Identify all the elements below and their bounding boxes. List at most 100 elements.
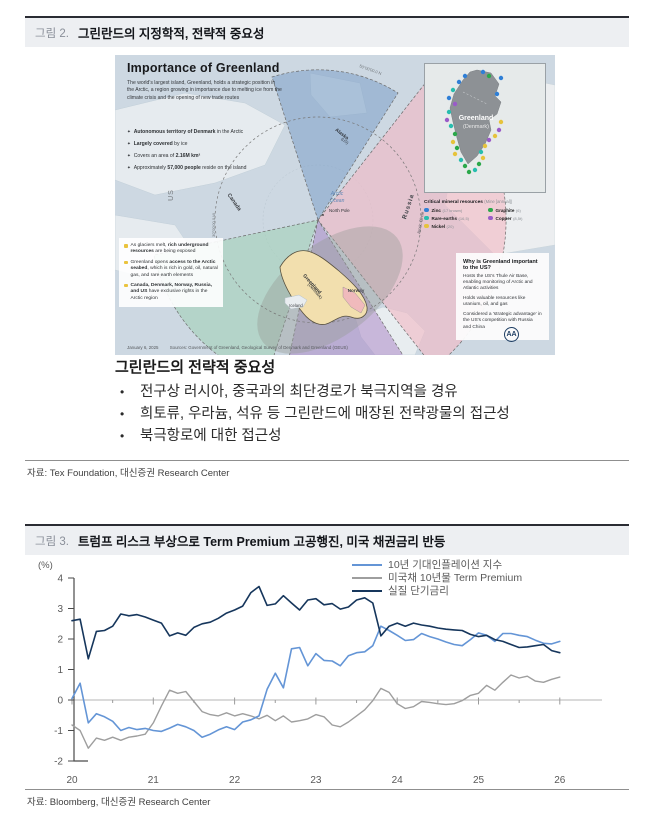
label-arctic-circle: Arctic Circle <box>416 211 425 235</box>
inset-label-denmark: (Denmark) <box>463 124 489 130</box>
label-ocean: Ocean <box>330 198 345 204</box>
figure3-top-rule <box>25 524 629 526</box>
infographic-intro: The world's largest island, Greenland, h… <box>127 80 282 101</box>
mineral-item-rare-earths: Rare-earths (16,5) <box>424 216 488 221</box>
figure3-divider <box>25 789 629 790</box>
summary-bullet: 희토류, 우라늄, 석유 등 그린란드에 매장된 전략광물의 접근성 <box>115 404 605 426</box>
svg-text:2: 2 <box>57 635 63 646</box>
mineral-legend-title: Critical mineral resources (Mine [annual… <box>424 199 513 205</box>
svg-text:24: 24 <box>392 775 404 786</box>
park-boundary-line <box>462 91 488 105</box>
svg-text:-2: -2 <box>54 757 63 768</box>
why-important-box: Why is Greenland important to the US? Ho… <box>456 253 549 341</box>
yellow-bullet-icon <box>124 283 128 288</box>
greenland-mineral-map: Greenland (Denmark) <box>444 69 504 175</box>
diamond-bullet-icon: ✦ <box>127 140 131 146</box>
fact-item: ✦ Largely covered by ice <box>127 140 188 147</box>
legend-line-icon <box>352 563 382 566</box>
diamond-bullet-icon: ✦ <box>127 129 131 134</box>
iceland-island <box>284 294 308 310</box>
svg-text:20: 20 <box>66 775 78 786</box>
aa-agency-logo: AA <box>504 327 519 342</box>
rare-earths-dot-icon <box>424 215 429 221</box>
mineral-item-graphite: Graphite (6) <box>488 208 552 213</box>
label-north-pole: North Pole <box>329 208 350 213</box>
diamond-bullet-icon: ✦ <box>127 164 131 170</box>
summary-bullet-list: 전구상 러시아, 중국과의 최단경로가 북극지역을 경유 희토류, 우라늄, 석… <box>115 382 605 447</box>
why-box-paragraph: Considered a 'strategic advantage' in th… <box>463 312 542 330</box>
diamond-bullet-icon: ✦ <box>127 152 131 158</box>
label-iceland: Iceland <box>289 303 303 308</box>
label-longitude: 30°00'00.0 W <box>211 213 216 237</box>
svg-text:23: 23 <box>310 775 322 786</box>
label-arctic: Arctic <box>330 191 344 197</box>
note-item: Canada, Denmark, Norway, Russia, and US … <box>124 283 218 302</box>
infographic-sources: Sources: Government of Greenland, Geolog… <box>169 345 348 350</box>
figure2-source: 자료: Tex Foundation, 대신증권 Research Center <box>27 468 230 479</box>
summary-bullet: 북극항로에 대한 접근성 <box>115 426 605 448</box>
figure2-divider <box>25 460 629 461</box>
label-alaska-us: (US) <box>340 136 350 145</box>
yellow-bullet-icon <box>124 260 128 265</box>
nickel-dot-icon <box>424 223 429 229</box>
svg-text:21: 21 <box>148 775 160 786</box>
y-axis-unit-label: (%) <box>38 560 53 571</box>
mineral-item-zinc: Zinc (17 known) <box>424 208 488 213</box>
fact-item: ✦ Approximately 57,000 people reside on t… <box>127 164 247 171</box>
yellow-bullet-icon <box>124 244 128 248</box>
copper-dot-icon <box>488 215 493 221</box>
inset-label-greenland: Greenland <box>459 115 494 122</box>
figure2-label: 그림 2. <box>35 27 69 40</box>
land-canada-arctic <box>115 92 286 196</box>
label-us: US <box>168 189 175 201</box>
sector-us-alaska <box>271 69 399 221</box>
figure3-title: 트럼프 리스크 부상으로 Term Premium 고공행진, 미국 채권금리 … <box>77 535 446 549</box>
zinc-dot-icon <box>424 207 429 213</box>
norway-coast <box>342 286 366 314</box>
figure2-summary: 그린란드의 전략적 중요성 전구상 러시아, 중국과의 최단경로가 북극지역을 … <box>115 356 605 447</box>
north-pole-dot <box>322 214 324 216</box>
greenland-inset-map: Greenland (Denmark) <box>424 63 546 193</box>
figure2-top-rule <box>25 16 629 18</box>
resource-notes-panel: As glaciers melt, rich underground resou… <box>119 238 223 307</box>
why-box-paragraph: Holds valuable resources like uranium, o… <box>463 296 526 308</box>
summary-heading: 그린란드의 전략적 중요성 <box>115 359 276 376</box>
svg-text:0: 0 <box>57 696 63 707</box>
graphite-dot-icon <box>488 207 493 213</box>
svg-text:22: 22 <box>229 775 241 786</box>
note-item: As glaciers melt, rich underground resou… <box>124 243 218 256</box>
summary-bullet: 전구상 러시아, 중국과의 최단경로가 북극지역을 경유 <box>115 382 605 404</box>
chart-legend: 10년 기대인플레이션 지수 미국채 10년물 Term Premium 실질 … <box>352 558 522 597</box>
figure2-title: 그린란드의 지정학적, 전략적 중요성 <box>77 27 265 41</box>
why-box-paragraph: Hosts the US's Thule Air Base, enabling … <box>463 274 533 292</box>
legend-item: 실질 단기금리 <box>352 584 522 597</box>
mineral-legend: Critical mineral resources (Mine [annual… <box>424 199 552 232</box>
figure3-label: 그림 3. <box>35 535 69 548</box>
svg-text:3: 3 <box>57 604 63 615</box>
legend-item: 10년 기대인플레이션 지수 <box>352 558 522 571</box>
infographic-footer: January 6, 2025 Sources: Government of G… <box>127 345 348 350</box>
legend-line-icon <box>352 589 382 592</box>
mineral-item-nickel: Nickel (20) <box>424 224 488 229</box>
figure3-source: 자료: Bloomberg, 대신증권 Research Center <box>27 797 211 808</box>
greenland-infographic: US Canada Alaska (US) Russia Norway Icel… <box>115 55 555 355</box>
svg-text:25: 25 <box>473 775 485 786</box>
fact-item: ✦ Autonomous territory of Denmark in the … <box>127 129 244 135</box>
legend-item: 미국채 10년물 Term Premium <box>352 571 522 584</box>
mineral-item-copper: Copper (8,5t) <box>488 216 552 221</box>
figure2-header: 그림 2. 그린란드의 지정학적, 전략적 중요성 <box>25 18 629 47</box>
infographic-date: January 6, 2025 <box>127 345 159 350</box>
mineral-deposit-dots <box>444 69 504 175</box>
fact-item: ✦ Covers an area of 2.16M km² <box>127 152 201 159</box>
svg-text:-1: -1 <box>54 726 63 737</box>
why-box-title: Why is Greenland important to the US? <box>463 259 538 271</box>
greenland-silhouette <box>449 69 502 165</box>
greenland-facts-list: ✦ Autonomous territory of Denmark in the … <box>127 129 265 177</box>
svg-text:26: 26 <box>554 775 566 786</box>
legend-line-icon <box>352 576 382 579</box>
infographic-title: Importance of Greenland <box>127 61 280 75</box>
figure3-header: 그림 3. 트럼프 리스크 부상으로 Term Premium 고공행진, 미국… <box>25 526 629 555</box>
svg-text:1: 1 <box>57 665 63 676</box>
